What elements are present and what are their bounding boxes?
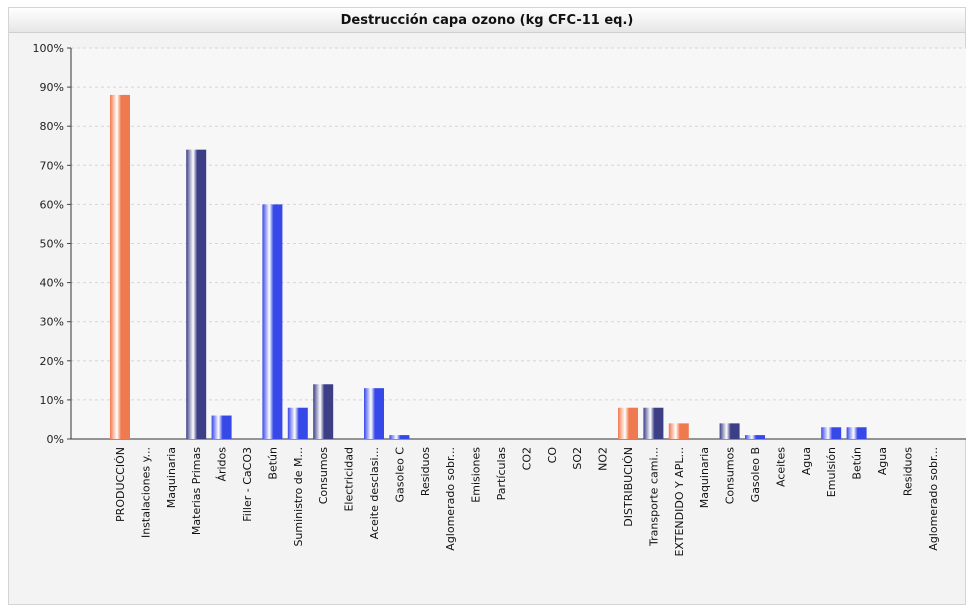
x-tick-label: Emisiones	[470, 447, 483, 503]
bar	[313, 384, 334, 439]
x-tick-label: Agua	[800, 447, 813, 475]
bar	[745, 435, 765, 439]
x-tick-label: Materias Primas	[190, 447, 203, 535]
x-tick-label: Residuos	[901, 447, 914, 496]
y-tick-label: 90%	[40, 81, 64, 94]
y-tick-label: 10%	[40, 394, 64, 407]
chart-panel: Destrucción capa ozono (kg CFC-11 eq.) 0…	[8, 7, 966, 605]
x-tick-label: Áridos	[216, 447, 229, 482]
bar	[846, 427, 867, 439]
y-tick-label: 100%	[33, 42, 64, 55]
x-tick-label: Aceite desclasi...	[368, 447, 381, 539]
x-tick-label: Transporte cami...	[647, 447, 660, 547]
x-tick-label: Filler - CaCO3	[241, 447, 254, 522]
x-tick-label: Aglomerado sobr...	[444, 447, 457, 551]
chart-title: Destrucción capa ozono (kg CFC-11 eq.)	[340, 12, 634, 28]
x-tick-label: Aglomerado sobr...	[927, 447, 940, 551]
bar	[186, 149, 207, 439]
x-tick-label: Aceites	[774, 447, 787, 487]
bar	[287, 407, 308, 439]
bar	[821, 427, 842, 439]
bar	[211, 415, 232, 439]
y-tick-label: 0%	[47, 433, 64, 446]
x-tick-label: Gasoleo B	[749, 447, 762, 502]
bar	[719, 423, 740, 439]
x-tick-label: Agua	[876, 447, 889, 475]
chart-title-bar: Destrucción capa ozono (kg CFC-11 eq.)	[9, 8, 965, 33]
x-tick-label: Betún	[266, 447, 279, 480]
x-tick-label: Maquinaria	[165, 447, 178, 508]
x-tick-label: Gasoleo C	[393, 447, 406, 503]
x-tick-label: Consumos	[724, 447, 737, 505]
y-tick-label: 40%	[40, 277, 64, 290]
x-tick-label: Electricidad	[343, 447, 356, 512]
y-tick-label: 80%	[40, 120, 64, 133]
x-tick-label: Consumos	[317, 447, 330, 505]
x-tick-label: EXTENDIDO Y APL...	[673, 447, 686, 557]
y-tick-label: 20%	[40, 355, 64, 368]
x-tick-label: DISTRIBUCIÓN	[622, 447, 635, 527]
x-tick-label: NO2	[597, 447, 610, 471]
x-tick-label: Suministro de M...	[292, 447, 305, 547]
bar	[618, 407, 638, 439]
y-tick-label: 60%	[40, 198, 64, 211]
x-tick-label: Residuos	[419, 447, 432, 496]
x-tick-label: Instalaciones y...	[139, 447, 152, 538]
y-tick-label: 30%	[40, 316, 64, 329]
bar	[364, 388, 384, 439]
x-tick-label: CO2	[520, 447, 533, 470]
bar	[643, 407, 664, 439]
bar	[389, 435, 410, 439]
bar	[262, 204, 283, 439]
x-tick-label: Betún	[851, 447, 864, 480]
x-tick-label: SO2	[571, 447, 584, 470]
x-tick-label: Emulsión	[825, 447, 838, 497]
bar	[668, 423, 689, 439]
y-tick-label: 70%	[40, 159, 64, 172]
bar	[110, 94, 130, 440]
x-tick-label: Maquinaria	[698, 447, 711, 508]
y-tick-label: 50%	[40, 238, 64, 251]
x-tick-label: Partículas	[495, 447, 508, 501]
x-tick-label: PRODUCCIÓN	[114, 447, 127, 522]
bar-chart: 0% 10% 20% 30% 40% 50% 60% 70% 80% 90% 100% PRODUCC…	[33, 42, 966, 557]
x-tick-label: CO	[546, 447, 559, 464]
